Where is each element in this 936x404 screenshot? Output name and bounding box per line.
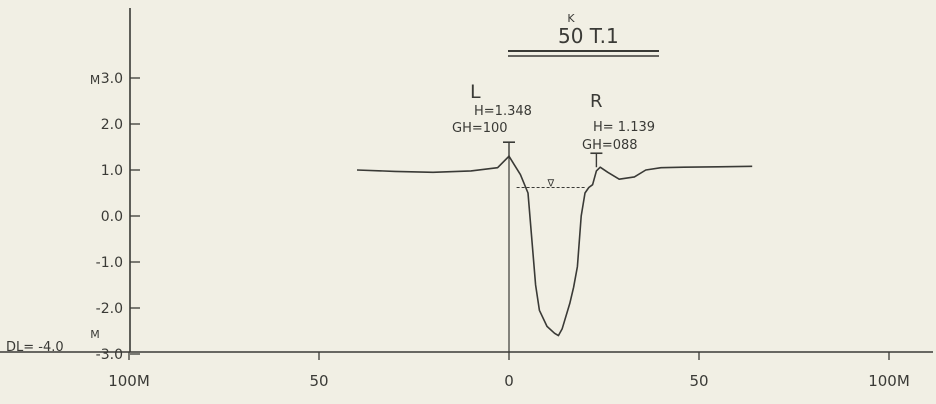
left-bank-h: H=1.348 [474, 104, 532, 119]
river-profile-line [356, 155, 753, 337]
water-level-symbol: ∇ [546, 178, 554, 189]
datum-label: DL= -4.0 [6, 340, 64, 355]
right-bank-label: R H= 1.139 GH=088 [582, 91, 655, 153]
y-tick-label: 3.0 [101, 71, 123, 87]
y-tick-label: 1.0 [101, 163, 123, 179]
x-tick-label: 100M [108, 372, 150, 390]
y-tick-label: -2.0 [96, 301, 123, 317]
y-tick-label: -3.0 [96, 347, 123, 363]
datum-unit: M [90, 328, 100, 341]
right-bank-letter: R [590, 91, 603, 112]
x-tick-label: 0 [504, 372, 514, 390]
x-tick-label: 50 [309, 372, 328, 390]
left-bank-letter: L [470, 81, 481, 103]
x-tick-label: 50 [689, 372, 708, 390]
x-tick-label: 100M [868, 372, 910, 390]
right-bank-h: H= 1.139 [593, 120, 655, 135]
y-tick-label: 0.0 [101, 209, 123, 225]
chart-title: 50 T.1 [558, 24, 619, 48]
y-tick-label: 2.0 [101, 117, 123, 133]
left-bank-gh: GH=100 [452, 121, 508, 136]
y-axis-ticks: 3.0 2.0 1.0 0.0 -1.0 -2.0 -3.0 [96, 71, 140, 363]
y-tick-label: -1.0 [96, 255, 123, 271]
x-axis-ticks: 100M 50 0 50 100M [108, 352, 910, 390]
chart-title-superscript: K [567, 12, 575, 25]
bank-markers [503, 141, 603, 168]
left-bank-label: L H=1.348 GH=100 [452, 81, 532, 136]
y-axis-unit: M [90, 73, 100, 87]
right-bank-gh: GH=088 [582, 138, 638, 153]
